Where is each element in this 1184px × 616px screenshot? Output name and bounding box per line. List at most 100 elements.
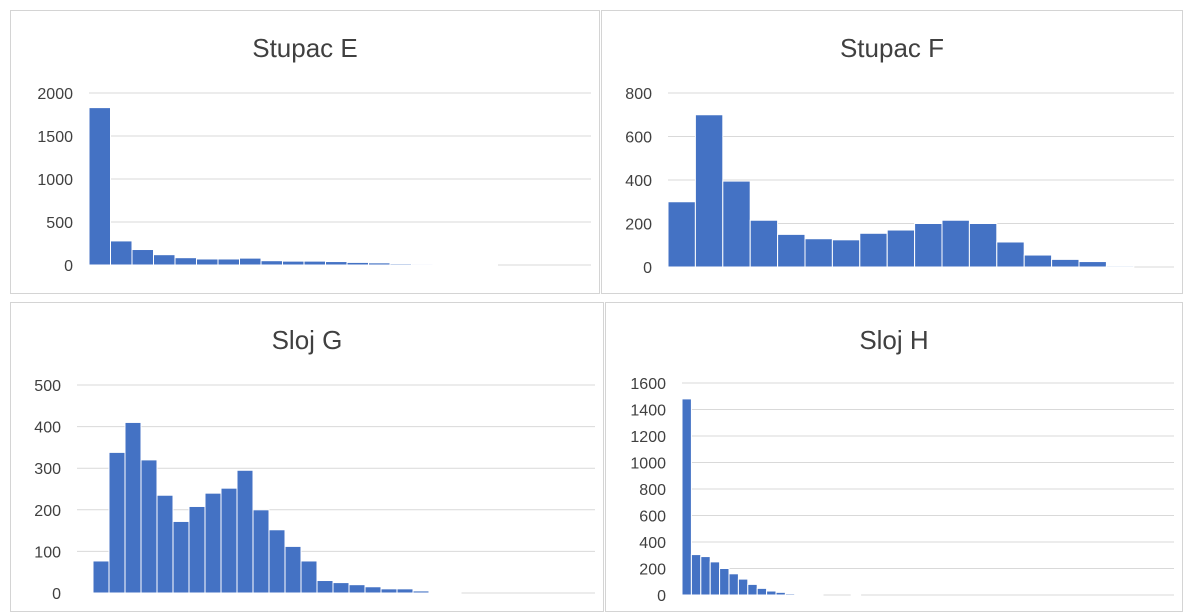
bar: [325, 261, 348, 266]
bar: [76, 591, 94, 594]
bar: [886, 229, 916, 268]
y-tick-label: 500: [46, 215, 73, 232]
chart-plot: 0 500 1000 1500 2000: [37, 86, 591, 275]
bar: [728, 573, 739, 596]
bar: [996, 241, 1025, 268]
bar: [282, 260, 305, 266]
bar: [749, 219, 779, 268]
bar: [239, 257, 262, 266]
y-tick-label: 200: [625, 217, 652, 234]
bar: [737, 578, 749, 596]
y-tick-label: 1500: [37, 129, 73, 146]
y-tick-label: 400: [34, 420, 61, 437]
bar: [794, 593, 805, 596]
bar: [766, 590, 777, 596]
y-tick-label: 0: [643, 260, 652, 277]
bar: [284, 545, 302, 594]
bar: [1023, 254, 1053, 268]
bar: [1078, 261, 1107, 268]
bar: [700, 556, 711, 596]
bar: [236, 469, 254, 594]
bar: [914, 223, 943, 268]
y-tick-label: 400: [625, 173, 652, 190]
bar: [428, 591, 446, 594]
bar: [709, 561, 721, 596]
bar: [316, 580, 334, 594]
bar: [364, 586, 382, 594]
bar: [140, 459, 158, 594]
bar: [432, 263, 455, 266]
chart-panel-sloj-h: Sloj H 0 200 400 600 800 1000 1200 1400 1600: [605, 302, 1183, 612]
bar: [300, 560, 318, 594]
bar: [411, 263, 434, 266]
y-tick-label: 200: [639, 562, 666, 579]
bar: [196, 258, 219, 266]
y-tick-label: 600: [625, 130, 652, 147]
chart-panel-stupac-e: Stupac E 0 500 1000 1500 2000: [10, 10, 600, 294]
chart-plot: 0 100 200 300 400 500: [34, 378, 595, 603]
y-tick-label: 0: [52, 586, 61, 603]
bar: [217, 258, 240, 266]
y-tick-label: 800: [625, 86, 652, 103]
bar: [396, 588, 414, 594]
y-tick-label: 400: [639, 535, 666, 552]
chart-title: Sloj H: [859, 325, 929, 355]
bar: [444, 591, 462, 594]
bar: [174, 257, 197, 266]
y-tick-label: 1000: [37, 172, 73, 189]
bar: [454, 263, 477, 266]
bar: [722, 180, 751, 268]
bar: [110, 240, 133, 266]
bar: [92, 560, 110, 594]
bar: [252, 509, 270, 594]
bar: [260, 260, 283, 266]
bar: [153, 254, 176, 266]
bar: [777, 233, 806, 268]
bar: [368, 262, 391, 266]
bar: [859, 232, 888, 268]
y-tick-label: 800: [639, 482, 666, 499]
chart-plot: 0 200 400 600 800 1000 1200 1400 1600: [630, 376, 1174, 605]
y-tick-label: 1000: [630, 456, 666, 473]
bar: [756, 587, 768, 596]
y-tick-label: 1200: [630, 429, 666, 446]
y-tick-label: 0: [657, 588, 666, 605]
bar: [348, 584, 366, 594]
y-tick-label: 0: [64, 258, 73, 275]
y-tick-label: 1400: [630, 403, 666, 420]
chart-panel-stupac-f: Stupac F 0 200 400 600 800: [601, 10, 1183, 294]
chart-plot: 0 200 400 600 800: [625, 86, 1174, 277]
chart-title: Sloj G: [271, 325, 343, 355]
bar: [475, 263, 498, 266]
bar: [389, 263, 412, 266]
bar: [719, 568, 730, 596]
bar: [172, 520, 190, 594]
bar: [131, 249, 154, 266]
y-tick-label: 300: [34, 461, 61, 478]
bar: [188, 505, 206, 594]
bar: [775, 591, 786, 596]
y-tick-label: 600: [639, 509, 666, 526]
bar: [784, 593, 796, 596]
bar: [803, 593, 815, 596]
bar: [804, 238, 833, 268]
y-tick-label: 2000: [37, 86, 73, 103]
bar: [220, 487, 238, 594]
bar: [667, 201, 696, 268]
bar: [813, 593, 824, 596]
bar: [332, 582, 350, 594]
bar: [204, 492, 222, 594]
chart-panel-sloj-g: Sloj G 0 100 200 300 400 500: [10, 302, 604, 612]
y-tick-label: 500: [34, 378, 61, 395]
bar: [303, 260, 326, 266]
bar: [108, 451, 126, 594]
chart-title: Stupac F: [839, 33, 945, 63]
bar: [1105, 265, 1135, 268]
bar: [694, 114, 724, 268]
bar: [88, 107, 111, 266]
bar: [850, 593, 862, 596]
bar: [380, 588, 398, 594]
bar: [1051, 258, 1080, 268]
bar: [747, 583, 758, 596]
bar: [156, 494, 174, 594]
